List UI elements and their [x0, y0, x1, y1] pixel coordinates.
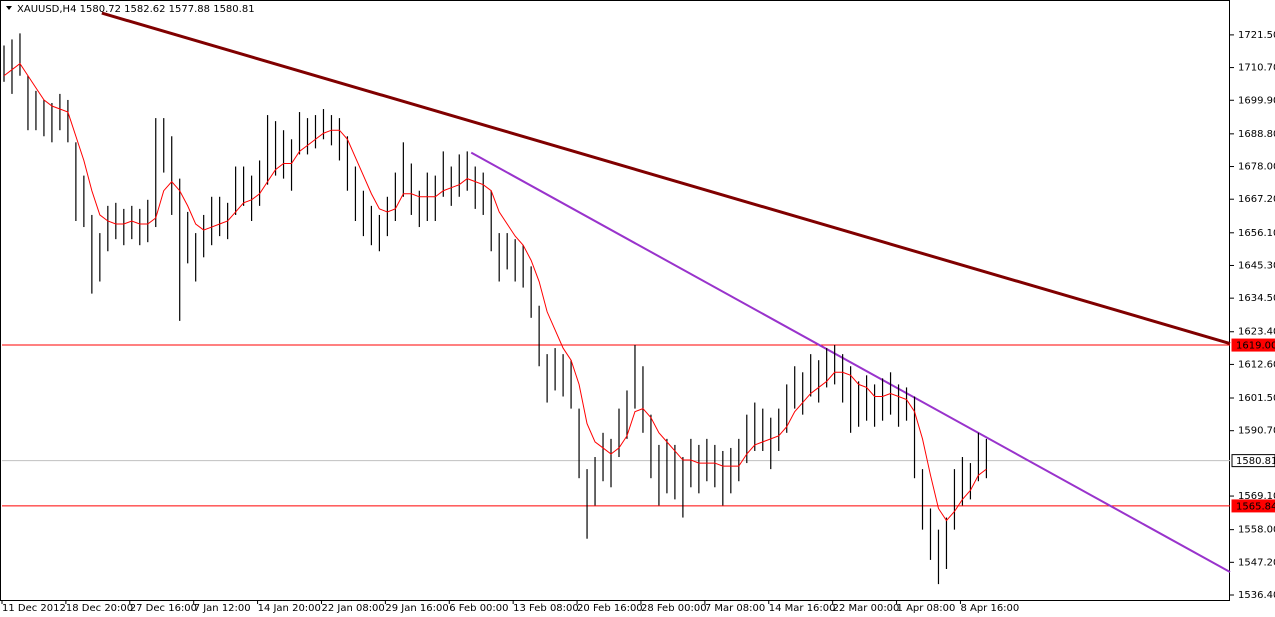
level-label-box — [1231, 454, 1275, 468]
x-tick-label: 28 Feb 00:00 — [641, 603, 707, 614]
x-tick-label: 7 Jan 12:00 — [194, 603, 251, 614]
y-tick-label: 1678.00 — [1238, 162, 1275, 173]
y-tick-label: 1710.70 — [1238, 63, 1275, 74]
y-tick-label: 1601.50 — [1238, 393, 1275, 404]
y-tick-label: 1645.30 — [1238, 260, 1275, 271]
trend-line — [101, 11, 1231, 345]
y-tick-label: 1612.60 — [1238, 359, 1275, 370]
y-tick-label: 1634.50 — [1238, 293, 1275, 304]
trend-line — [470, 151, 1231, 573]
y-tick-label: 1569.10 — [1238, 491, 1275, 502]
y-tick-label: 1667.20 — [1238, 194, 1275, 205]
y-tick-label: 1590.70 — [1238, 426, 1275, 437]
level-label: 1580.81 — [1236, 456, 1275, 467]
y-tick-label: 1558.00 — [1238, 525, 1275, 536]
y-tick-label: 1547.20 — [1238, 557, 1275, 568]
x-tick-label: 27 Dec 16:00 — [130, 603, 197, 614]
menu-arrow — [6, 6, 12, 10]
x-tick-label: 7 Mar 08:00 — [705, 603, 765, 614]
plot-frame — [0, 0, 1230, 601]
x-tick-label: 8 Apr 16:00 — [960, 603, 1019, 614]
x-tick-label: 11 Dec 2012 — [2, 603, 66, 614]
moving-average — [3, 62, 987, 522]
x-tick-label: 20 Feb 16:00 — [577, 603, 643, 614]
y-tick-label: 1536.40 — [1238, 590, 1275, 601]
chart-title: XAUUSD,H4 1580.72 1582.62 1577.88 1580.8… — [17, 4, 255, 15]
x-tick-label: 18 Dec 20:00 — [66, 603, 133, 614]
y-tick-label: 1699.90 — [1238, 95, 1275, 106]
x-tick-label: 6 Feb 00:00 — [449, 603, 508, 614]
y-tick-label: 1688.80 — [1238, 129, 1275, 140]
x-tick-label: 22 Mar 00:00 — [833, 603, 900, 614]
x-tick-label: 14 Jan 20:00 — [258, 603, 321, 614]
x-tick-label: 29 Jan 16:00 — [385, 603, 448, 614]
level-label: 1619.00 — [1236, 341, 1275, 352]
x-tick-label: 13 Feb 08:00 — [513, 603, 579, 614]
x-tick-label: 1 Apr 08:00 — [897, 603, 956, 614]
x-tick-label: 14 Mar 16:00 — [769, 603, 836, 614]
level-label-box — [1231, 499, 1275, 513]
level-label-box — [1231, 338, 1275, 352]
level-label: 1565.84 — [1236, 501, 1275, 512]
x-tick-label: 22 Jan 08:00 — [321, 603, 384, 614]
y-tick-label: 1721.50 — [1238, 30, 1275, 41]
y-tick-label: 1656.10 — [1238, 228, 1275, 239]
y-tick-label: 1623.40 — [1238, 327, 1275, 338]
